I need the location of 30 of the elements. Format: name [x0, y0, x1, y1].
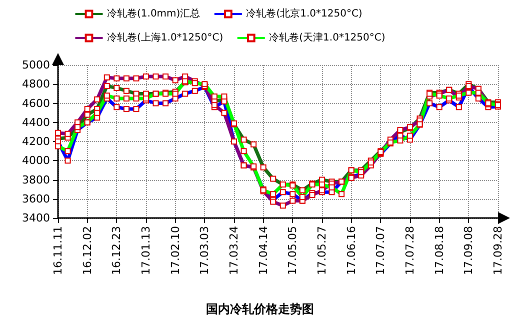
x-tick-label: 16.12.23	[110, 226, 124, 275]
y-tick-label: 4200	[22, 135, 50, 148]
x-tick-label: 17.03.24	[228, 226, 240, 275]
x-tick-label: 17.07.07	[374, 226, 388, 275]
legend-label: 冷轧卷(上海1.0*1250°C)	[107, 32, 224, 44]
x-tick-label: 17.09.28	[492, 226, 504, 275]
x-tick-label: 16.12.02	[80, 226, 94, 275]
y-tick-label: 4800	[22, 78, 50, 91]
x-tick-label: 17.03.03	[198, 226, 212, 275]
x-tick-label: 17.07.28	[404, 226, 416, 275]
x-tick-label: 16.11.11	[52, 226, 64, 275]
x-tick-label: 17.09.08	[462, 226, 476, 275]
y-tick-label: 5000	[22, 58, 50, 72]
y-tick-label: 3800	[22, 173, 50, 186]
x-tick-label: 17.05.05	[286, 226, 300, 275]
legend-label: 冷轧卷(1.0mm)汇总	[107, 8, 200, 20]
y-tick-label: 3400	[22, 212, 50, 224]
y-tick-label: 3600	[22, 192, 50, 206]
legend-label: 冷轧卷(北京1.0*1250°C)	[246, 8, 362, 20]
x-tick-label: 17.04.14	[256, 226, 270, 275]
legend-label: 冷轧卷(天津1.0*1250°C)	[269, 32, 386, 44]
y-tick-label: 4400	[22, 116, 50, 129]
y-tick-label: 4000	[22, 154, 50, 168]
x-tick-label: 17.08.18	[432, 226, 446, 275]
text: 国内冷轧价格走势图	[206, 302, 314, 316]
y-tick-label: 4600	[22, 96, 50, 110]
x-tick-label: 17.02.10	[168, 226, 182, 275]
x-tick-label: 17.06.16	[344, 226, 358, 275]
x-tick-label: 17.05.27	[316, 226, 328, 275]
x-tick-label: 17.01.13	[140, 226, 152, 275]
